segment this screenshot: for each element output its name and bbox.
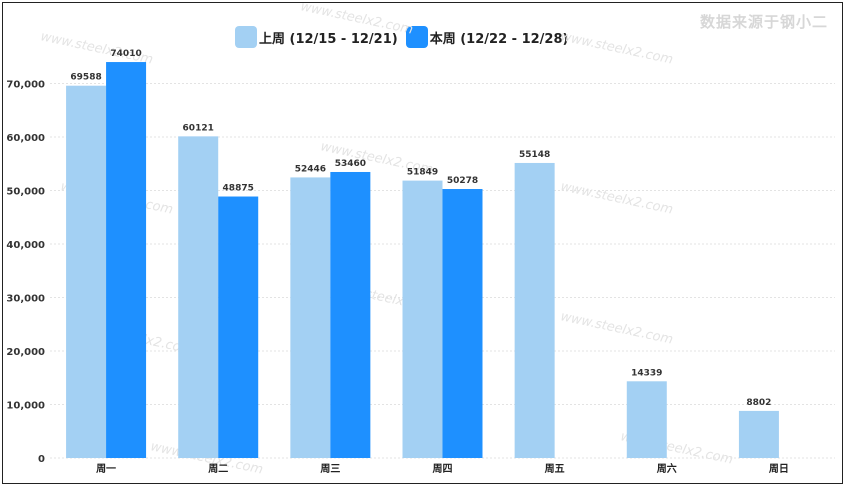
bar-value-label: 69588 (70, 73, 101, 83)
y-tick-label: 60,000 (6, 133, 45, 144)
bar[interactable] (442, 189, 483, 458)
bar-value-label: 52446 (295, 164, 326, 174)
bar[interactable] (402, 180, 443, 458)
bar[interactable] (626, 381, 667, 458)
bars: 69588 74010 60121 48875 52446 53460 51849 50278… (66, 49, 779, 459)
x-tick-label: 周五 (545, 463, 565, 475)
bar-value-label: 55148 (519, 150, 550, 160)
source-note: 数据来源于钢小二 (699, 13, 828, 31)
x-tick-label: 周一 (96, 463, 116, 475)
bar-value-label: 51849 (407, 168, 438, 178)
x-tick-label: 周四 (433, 463, 453, 475)
x-tick-label: 周二 (208, 463, 228, 475)
x-tick-label: 周日 (769, 463, 789, 475)
x-tick-label: 周三 (320, 463, 340, 475)
bar-value-label: 14339 (631, 368, 662, 378)
bar-value-label: 48875 (223, 184, 254, 194)
bar[interactable] (290, 177, 331, 459)
bar[interactable] (330, 171, 371, 458)
y-tick-label: 10,000 (6, 401, 45, 412)
bar[interactable] (514, 162, 555, 459)
bar-value-label: 53460 (335, 159, 366, 169)
bar[interactable] (738, 410, 779, 458)
watermark-text: www.steelx2.com (559, 29, 674, 67)
watermark-text: www.steelx2.com (559, 179, 674, 217)
y-tick-label: 20,000 (6, 347, 45, 358)
y-axis-labels: 0 10,000 20,000 30,000 40,000 50,000 60,000 70,… (6, 80, 45, 466)
y-tick-label: 70,000 (6, 80, 45, 91)
bar-value-label: 60121 (183, 123, 214, 133)
y-tick-label: 40,000 (6, 240, 45, 251)
legend-swatch-this-week (405, 26, 428, 48)
legend-label-last-week: 上周 (12/15 - 12/21) (259, 31, 398, 47)
legend-item-this-week[interactable]: 本周 (12/22 - 12/28) (405, 26, 569, 48)
watermark-text: www.steelx2.com (299, 0, 414, 38)
y-tick-label: 50,000 (6, 187, 45, 198)
watermark-text: www.steelx2.com (559, 309, 674, 347)
bar[interactable] (218, 196, 259, 459)
y-tick-label: 0 (38, 454, 45, 465)
x-tick-label: 周六 (657, 462, 677, 475)
bar[interactable] (106, 62, 147, 458)
legend: 上周 (12/15 - 12/21) 本周 (12/22 - 12/28) (235, 26, 576, 48)
x-axis-labels: 周一 周二 周三 周四 周五 周六 周日 (96, 462, 789, 475)
bar-value-label: 8802 (746, 398, 771, 408)
legend-swatch-last-week (235, 26, 257, 48)
bar-value-label: 50278 (447, 176, 478, 186)
bar[interactable] (66, 85, 107, 459)
bar-value-label: 74010 (110, 49, 141, 59)
bar[interactable] (178, 136, 219, 458)
legend-label-this-week: 本周 (12/22 - 12/28) (429, 31, 569, 47)
y-tick-label: 30,000 (6, 294, 45, 305)
legend-item-last-week[interactable]: 上周 (12/15 - 12/21) (235, 26, 398, 48)
